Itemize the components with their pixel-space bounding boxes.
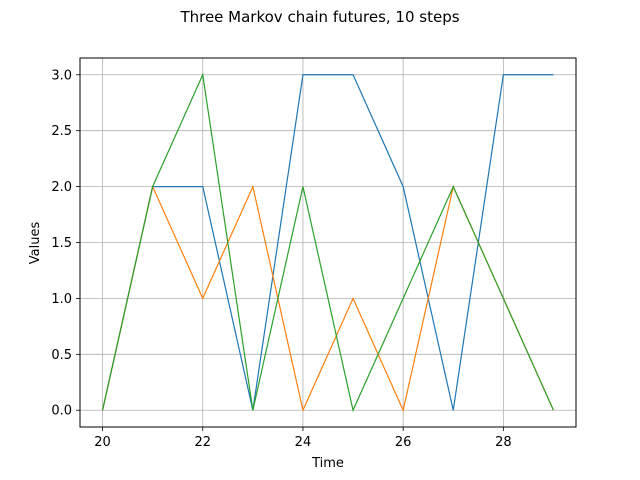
y-tick-label: 1.0 — [51, 292, 72, 307]
x-tick-label: 20 — [94, 435, 111, 450]
x-tick-label: 26 — [395, 435, 412, 450]
y-tick-label: 2.5 — [51, 124, 72, 139]
series-group — [101, 72, 555, 413]
y-tick-label: 0.5 — [51, 348, 72, 363]
y-tick-label: 2.0 — [51, 180, 72, 195]
y-axis-label: Values — [28, 222, 43, 265]
ticks: 20 22 24 26 28 0.0 0.5 1.0 1.5 2.0 2.5 3.0 — [51, 68, 511, 450]
grid — [80, 58, 576, 427]
x-axis-label: Time — [311, 456, 344, 471]
x-tick-label: 24 — [295, 435, 312, 450]
y-tick-label: 3.0 — [51, 68, 72, 83]
x-tick-label: 22 — [194, 435, 211, 450]
y-tick-label: 0.0 — [51, 404, 72, 419]
x-tick-label: 28 — [495, 435, 512, 450]
y-tick-label: 1.5 — [51, 236, 72, 251]
series-line-3 — [101, 72, 555, 413]
chart-title: Three Markov chain futures, 10 steps — [179, 8, 459, 26]
